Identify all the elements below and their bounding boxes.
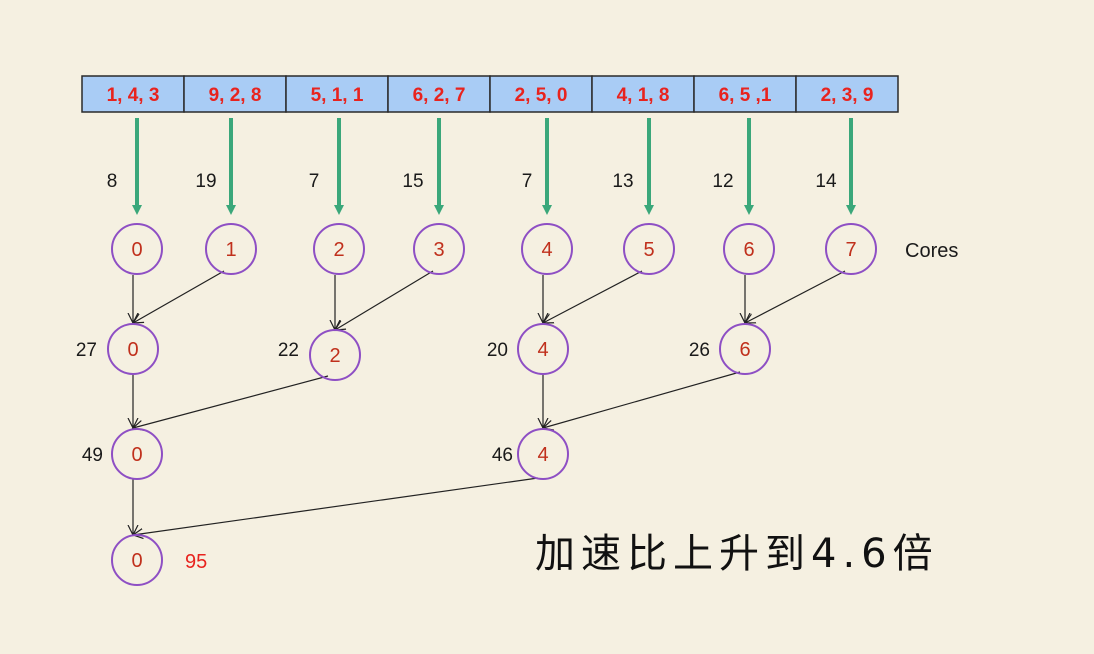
- sum-label: 22: [278, 340, 299, 361]
- core-id: 5: [643, 239, 654, 261]
- reduction-arrow: [133, 375, 329, 428]
- input-array: 1, 4, 3 9, 2, 8 5, 1, 1 6, 2, 7 2, 5, 0 …: [81, 75, 899, 113]
- core-node: 2: [313, 223, 365, 275]
- core-node: 1: [205, 223, 257, 275]
- core-id: 4: [537, 339, 548, 361]
- core-node: 7: [825, 223, 877, 275]
- reduction-arrows: [133, 270, 846, 535]
- partial-sum-label: 8: [107, 171, 118, 192]
- core-node: 0 27: [76, 323, 159, 375]
- core-row-2: 0 27 2 22 4 20 6 26: [76, 323, 771, 381]
- core-node: 4: [521, 223, 573, 275]
- partial-sum-label: 15: [402, 171, 423, 192]
- core-node: 3: [413, 223, 465, 275]
- array-cell: [81, 75, 185, 113]
- reduction-arrow: [543, 371, 741, 428]
- core-id: 6: [739, 339, 750, 361]
- sum-label: 49: [82, 445, 103, 466]
- sum-label: 20: [487, 340, 508, 361]
- partial-sum-label: 12: [712, 171, 733, 192]
- array-cell: [591, 75, 695, 113]
- core-node: 0: [111, 223, 163, 275]
- core-node: 4 46: [492, 428, 569, 480]
- array-cell: [183, 75, 287, 113]
- core-id: 2: [333, 239, 344, 261]
- reduction-arrow: [133, 477, 539, 535]
- array-cell: [489, 75, 593, 113]
- core-node: 4 20: [487, 323, 569, 375]
- array-cell-text: 9, 2, 8: [209, 85, 262, 106]
- reduction-arrow: [543, 270, 643, 323]
- reduction-arrow: [335, 270, 434, 330]
- cores-label: Cores: [905, 240, 958, 262]
- core-id: 4: [541, 239, 552, 261]
- core-id: 0: [131, 444, 142, 466]
- core-id: 6: [743, 239, 754, 261]
- core-id: 0: [127, 339, 138, 361]
- partial-sum-label: 19: [195, 171, 216, 192]
- core-node: 6 26: [689, 323, 771, 375]
- array-cell: [285, 75, 389, 113]
- reduction-arrow: [133, 270, 225, 323]
- core-id: 4: [537, 444, 548, 466]
- core-node: 2 22: [278, 329, 361, 381]
- array-cell-text: 4, 1, 8: [617, 85, 670, 106]
- array-cell-text: 1, 4, 3: [107, 85, 160, 106]
- core-row-3: 0 49 4 46: [82, 428, 569, 480]
- array-cell: [693, 75, 797, 113]
- core-node: 5: [623, 223, 675, 275]
- sum-label: 27: [76, 340, 97, 361]
- speedup-caption: 加速比上升到4.6倍: [535, 531, 939, 577]
- total-sum-label: 95: [185, 551, 207, 573]
- core-id: 0: [131, 550, 142, 572]
- reduction-arrow: [745, 270, 846, 323]
- core-id: 0: [131, 239, 142, 261]
- core-row-final: 0 95: [111, 534, 207, 586]
- sum-label: 46: [492, 445, 513, 466]
- partial-sums: 8 19 7 15 7 13 12 14: [107, 171, 837, 192]
- distribution-arrows: [132, 118, 856, 215]
- sum-label: 26: [689, 340, 710, 361]
- array-cell-text: 6, 2, 7: [413, 85, 466, 106]
- core-node: 0 49: [82, 428, 163, 480]
- partial-sum-label: 14: [815, 171, 837, 192]
- array-cell-text: 2, 3, 9: [821, 85, 874, 106]
- core-id: 7: [845, 239, 856, 261]
- core-node: 0: [111, 534, 163, 586]
- partial-sum-label: 7: [522, 171, 533, 192]
- array-cell-text: 6, 5 ,1: [719, 85, 772, 106]
- core-id: 1: [225, 239, 236, 261]
- partial-sum-label: 7: [309, 171, 320, 192]
- core-row-1: 0 1 2 3 4 5 6 7 Cores: [111, 223, 958, 275]
- core-node: 6: [723, 223, 775, 275]
- array-cell-text: 2, 5, 0: [515, 85, 568, 106]
- array-cell-text: 5, 1, 1: [311, 85, 364, 106]
- core-id: 2: [329, 345, 340, 367]
- partial-sum-label: 13: [612, 171, 633, 192]
- core-id: 3: [433, 239, 444, 261]
- array-cell: [795, 75, 899, 113]
